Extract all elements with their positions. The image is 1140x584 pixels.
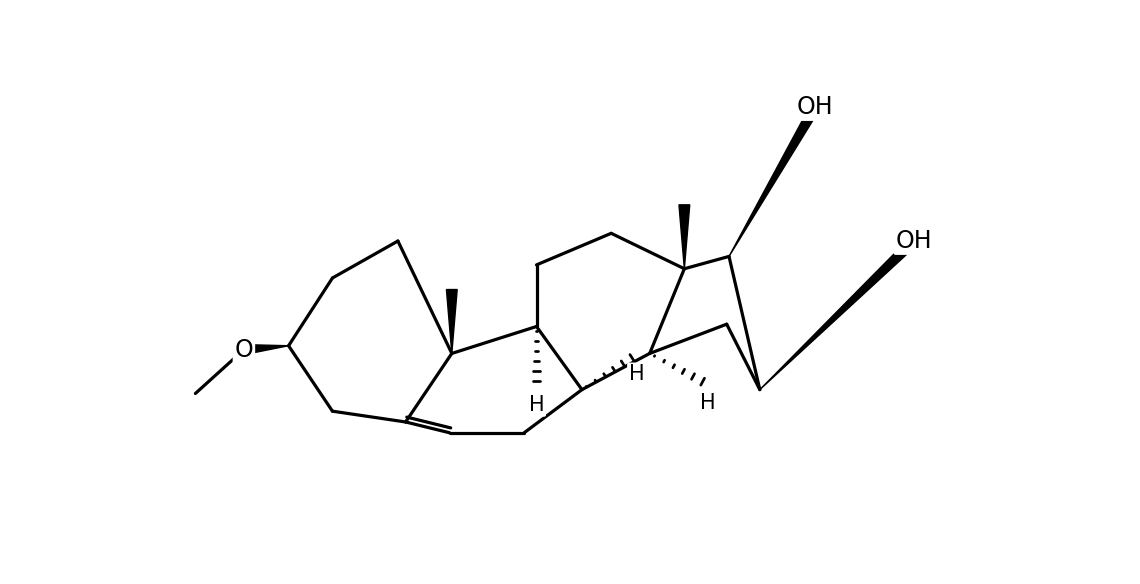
- Text: O: O: [235, 338, 253, 361]
- Polygon shape: [447, 290, 457, 353]
- Polygon shape: [679, 205, 690, 269]
- Text: H: H: [629, 364, 644, 384]
- Text: H: H: [700, 394, 715, 413]
- Polygon shape: [244, 345, 288, 354]
- Text: OH: OH: [896, 229, 933, 253]
- Text: OH: OH: [797, 95, 833, 119]
- Polygon shape: [728, 105, 820, 256]
- Text: H: H: [529, 395, 544, 415]
- Polygon shape: [760, 238, 918, 390]
